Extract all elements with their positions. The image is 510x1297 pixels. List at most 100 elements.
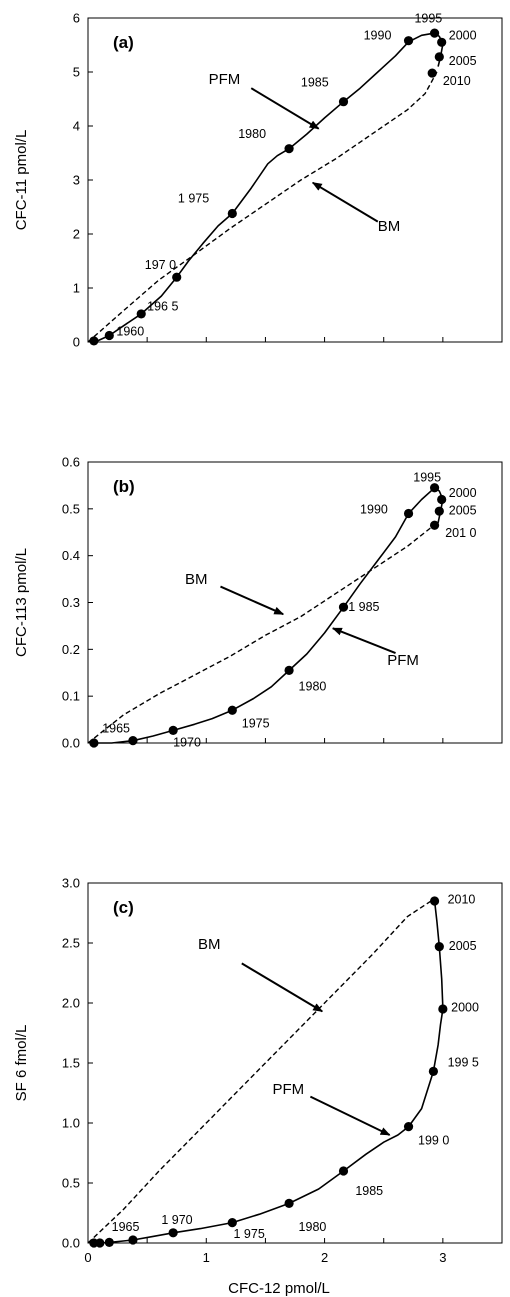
model-label: BM xyxy=(185,571,208,588)
y-tick-label: 1 xyxy=(73,281,80,296)
year-label: 2000 xyxy=(449,486,477,500)
data-point xyxy=(128,1235,138,1245)
year-label: 196 5 xyxy=(147,300,178,314)
model-label: PFM xyxy=(273,1081,305,1098)
data-point xyxy=(403,36,414,46)
series-line-bm xyxy=(87,522,438,744)
data-point xyxy=(429,483,440,493)
year-label: 2010 xyxy=(443,74,471,88)
panel-label: (a) xyxy=(113,33,134,52)
data-point xyxy=(168,725,178,735)
year-label: 1985 xyxy=(301,76,329,90)
year-label: 2000 xyxy=(449,29,477,43)
x-tick-label: 2 xyxy=(321,1250,328,1265)
y-tick-label: 1.5 xyxy=(62,1056,80,1071)
annotation-arrow xyxy=(331,627,396,655)
data-point xyxy=(338,1166,349,1176)
data-point xyxy=(429,520,440,530)
year-label: 1 975 xyxy=(233,1227,264,1241)
year-label: 1960 xyxy=(116,325,144,339)
year-label: 201 0 xyxy=(445,526,476,540)
data-point xyxy=(437,494,447,505)
y-tick-label: 2.5 xyxy=(62,936,80,951)
y-tick-label: 0 xyxy=(73,335,80,350)
year-label: 1995 xyxy=(413,471,441,485)
data-point xyxy=(104,330,114,341)
model-label: BM xyxy=(378,218,401,235)
year-label: 1 970 xyxy=(161,1213,192,1227)
year-label: 2010 xyxy=(448,892,476,906)
data-point xyxy=(284,665,294,676)
panel-label: (b) xyxy=(113,477,135,496)
year-label: 1965 xyxy=(112,1220,140,1234)
x-tick-label: 3 xyxy=(439,1250,446,1265)
data-point xyxy=(89,738,99,748)
y-tick-label: 5 xyxy=(73,65,80,80)
year-label: 197 0 xyxy=(145,258,176,272)
model-label: PFM xyxy=(209,71,241,88)
year-label: 1985 xyxy=(355,1184,383,1198)
annotation-arrow xyxy=(311,181,379,223)
data-point xyxy=(429,896,440,906)
year-label: 1965 xyxy=(102,722,130,736)
year-label: 199 5 xyxy=(448,1056,479,1070)
year-label: 2000 xyxy=(451,1000,479,1014)
data-point xyxy=(429,28,440,38)
data-point xyxy=(172,272,182,282)
year-label: 1975 xyxy=(242,717,270,731)
y-tick-label: 0.1 xyxy=(62,689,80,704)
y-tick-label: 3.0 xyxy=(62,876,80,891)
series-line-pfm xyxy=(91,487,444,744)
y-axis-title: SF 6 fmol/L xyxy=(13,1025,30,1102)
data-point xyxy=(428,1066,438,1076)
series-line-pfm xyxy=(90,32,444,343)
y-tick-label: 0.2 xyxy=(62,642,80,657)
data-point xyxy=(434,506,444,516)
annotation-arrow xyxy=(309,1095,391,1136)
plot-frame xyxy=(87,461,503,744)
data-point xyxy=(95,1238,105,1248)
year-label: 1995 xyxy=(414,11,442,25)
x-tick-label: 1 xyxy=(203,1250,210,1265)
panel-label: (c) xyxy=(113,898,134,917)
data-point xyxy=(438,1004,448,1014)
data-point xyxy=(89,336,99,346)
year-label: 1 975 xyxy=(178,192,209,206)
y-axis-title: CFC-113 pmol/L xyxy=(13,548,30,657)
y-tick-label: 0.4 xyxy=(62,548,80,563)
year-label: 1970 xyxy=(173,736,201,750)
series-line-pfm xyxy=(91,900,444,1244)
y-tick-label: 1.0 xyxy=(62,1116,80,1131)
y-tick-label: 0.0 xyxy=(62,736,80,751)
plot-frame xyxy=(87,17,503,343)
data-point xyxy=(434,942,444,952)
chart-panel-3: 0.0 0.5 1.0 1.5 2.0 2.5 3.0 0 1 2 3 CFC-12 pmol/L SF… xyxy=(13,876,503,1297)
y-tick-label: 0.3 xyxy=(62,595,80,610)
data-point xyxy=(338,97,349,107)
year-label: 2005 xyxy=(449,54,477,68)
data-point xyxy=(338,602,349,612)
chart-panel-2: 0.0 0.1 0.2 0.3 0.4 0.5 0.6 CFC-113 pmol/L (b) 19… xyxy=(13,455,503,751)
data-point xyxy=(284,144,294,154)
data-point xyxy=(104,1237,114,1247)
data-point xyxy=(434,52,444,62)
y-axis-title: CFC-11 pmol/L xyxy=(13,130,30,231)
annotation-arrow xyxy=(241,962,324,1013)
model-label: BM xyxy=(198,936,221,953)
data-point xyxy=(403,508,414,519)
y-tick-label: 0.6 xyxy=(62,455,80,470)
y-tick-label: 2 xyxy=(73,227,80,242)
year-label: 1 985 xyxy=(348,600,379,614)
y-tick-label: 0.5 xyxy=(62,501,80,516)
y-tick-label: 3 xyxy=(73,173,80,188)
y-tick-label: 4 xyxy=(73,119,80,134)
y-tick-label: 6 xyxy=(73,11,80,26)
y-tick-label: 2.0 xyxy=(62,996,80,1011)
year-label: 1990 xyxy=(364,29,392,43)
y-tick-label: 0.5 xyxy=(62,1176,80,1191)
annotation-arrow xyxy=(250,87,320,130)
model-label: PFM xyxy=(387,652,419,669)
series-line-bm xyxy=(87,71,438,343)
